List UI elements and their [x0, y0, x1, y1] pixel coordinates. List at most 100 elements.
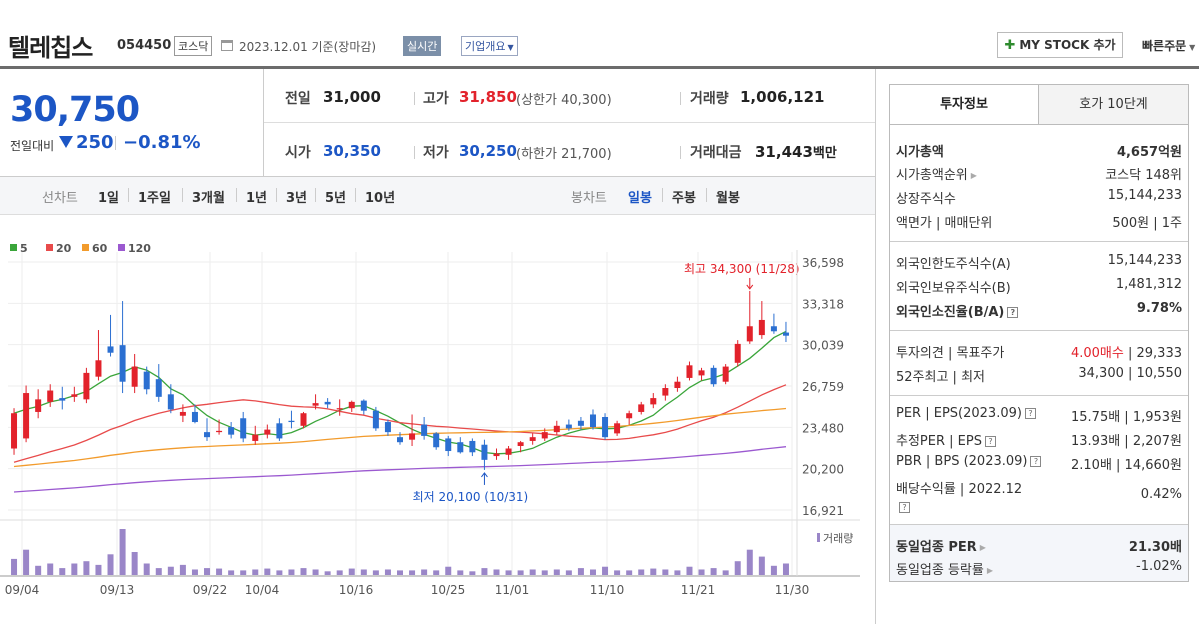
- volume-bar: [372, 570, 379, 575]
- candle-body: [710, 367, 717, 385]
- period-3y[interactable]: 3년: [286, 191, 308, 206]
- help-icon[interactable]: ?: [1030, 456, 1042, 467]
- quick-order-button[interactable]: 빠른주문 ▼: [1142, 37, 1195, 54]
- separator: [236, 188, 237, 202]
- change-label: 전일대비: [10, 139, 55, 153]
- info-row-shares: 상장주식수 15,144,233: [896, 188, 1182, 210]
- chart-legend: 5 20 60 120: [10, 242, 151, 255]
- volume-bar: [493, 569, 500, 575]
- info-label[interactable]: 시가총액순위 ▶: [896, 164, 977, 183]
- candle-body: [505, 448, 512, 455]
- info-value: 15,144,233: [1107, 188, 1182, 203]
- price-summary: [0, 69, 875, 177]
- volume-bar: [529, 569, 536, 575]
- info-label[interactable]: 동일업종 PER ▶: [896, 536, 986, 555]
- help-icon[interactable]: ?: [984, 436, 996, 447]
- per-label: PER | EPS(2023.09): [896, 406, 1022, 421]
- period-1w[interactable]: 1주일: [138, 191, 171, 206]
- period-1y[interactable]: 1년: [246, 191, 268, 206]
- period-5y[interactable]: 5년: [325, 191, 347, 206]
- info-label[interactable]: 동일업종 등락률 ▶: [896, 559, 993, 578]
- candles: [11, 290, 789, 470]
- annotation-high: 최고 34,300 (11/28): [684, 262, 800, 276]
- info-value: 15.75배 | 1,953원: [1071, 410, 1182, 425]
- target-price: | 29,333: [1128, 346, 1182, 361]
- volume-bar: [517, 570, 524, 575]
- candle-body: [650, 398, 657, 405]
- company-overview-dropdown[interactable]: 기업개요 ▼: [461, 36, 518, 56]
- help-icon[interactable]: ?: [1024, 408, 1036, 419]
- candle-body: [445, 438, 452, 452]
- x-tick-label: 09/22: [193, 583, 228, 597]
- help-icon[interactable]: ?: [899, 500, 910, 515]
- period-weekly[interactable]: 주봉: [672, 191, 696, 206]
- period-daily[interactable]: 일봉: [628, 191, 652, 206]
- info-value: 4,657억원: [1117, 141, 1182, 160]
- candle-body: [565, 424, 572, 429]
- info-divider: [890, 241, 1188, 242]
- x-tick-label: 10/16: [339, 583, 374, 597]
- volume-bar: [650, 568, 657, 575]
- candle-body: [722, 366, 729, 382]
- current-price: 30,750: [10, 90, 140, 130]
- amount-unit: 백만: [812, 146, 837, 161]
- volume-bar: [710, 568, 717, 575]
- period-3m[interactable]: 3개월: [192, 191, 225, 206]
- volume-bar: [469, 571, 476, 575]
- info-label: 외국인보유주식수(B): [896, 281, 1011, 296]
- opinion-value: 4.00매수: [1070, 346, 1124, 361]
- est-per-label: 추정PER | EPS: [896, 434, 982, 449]
- volume-bar: [722, 570, 729, 575]
- volume-bar: [445, 566, 452, 575]
- candle-body: [228, 427, 235, 435]
- lower-limit: (하한가 21,700): [516, 147, 612, 162]
- volume-bar: [131, 552, 138, 575]
- volume-bar: [686, 566, 693, 575]
- candle-body: [276, 423, 283, 439]
- candle-body: [529, 437, 536, 441]
- add-mystock-button[interactable]: ✚ MY STOCK 추가: [997, 32, 1123, 58]
- market-badge: 코스닥: [174, 36, 213, 56]
- low-value: 30,250: [459, 142, 517, 160]
- candle-body: [336, 408, 343, 410]
- annotation-high-arrowhead: [746, 284, 754, 290]
- volume-bar: [565, 570, 572, 575]
- x-tick-label: 11/01: [495, 583, 530, 597]
- realtime-button[interactable]: 실시간: [403, 36, 442, 56]
- info-row-dividend: 0.42%: [896, 487, 1182, 509]
- info-row-est-per: 추정PER | EPS? 13.93배 | 2,207원: [896, 430, 1182, 452]
- legend-swatch: [118, 244, 125, 251]
- chevron-right-icon: ▶: [979, 543, 986, 552]
- chevron-right-icon: ▶: [986, 566, 994, 575]
- legend-label: 120: [128, 242, 151, 255]
- moving-average-lines: [13, 330, 787, 493]
- volume-bar: [541, 570, 548, 575]
- info-row-foreign-limit: 외국인한도주식수(A) 15,144,233: [896, 253, 1182, 275]
- info-row-foreign-hold: 외국인보유주식수(B) 1,481,312: [896, 277, 1182, 299]
- volume-bar: [107, 554, 114, 575]
- volume-bar: [674, 570, 681, 575]
- candle-body: [360, 400, 367, 411]
- volume-bar: [384, 569, 391, 575]
- candle-body: [602, 416, 609, 438]
- volume-bar: [734, 561, 741, 575]
- info-row-dividend-label: 배당수익률 | 2022.12: [896, 478, 1182, 500]
- tab-hoga-10[interactable]: 호가 10단계: [1038, 84, 1189, 125]
- prev-close-value: 31,000: [323, 88, 381, 106]
- y-tick-label: 30,039: [802, 339, 844, 353]
- volume-value: 1,006,121: [740, 88, 825, 106]
- info-value: 21.30배: [1128, 540, 1182, 555]
- candle-body: [746, 326, 753, 342]
- separator: [128, 188, 129, 202]
- period-monthly[interactable]: 월봉: [716, 191, 740, 206]
- stock-name: 텔레칩스: [8, 34, 93, 62]
- volume-bar: [252, 569, 259, 575]
- stock-chart[interactable]: 5 20 60 120 최고 34,300 (11/28) 최저 20,100 (10/…: [0, 230, 870, 610]
- volume-bar: [59, 568, 66, 575]
- period-10y[interactable]: 10년: [365, 191, 396, 206]
- volume-bar: [553, 569, 560, 575]
- help-icon[interactable]: ?: [1007, 307, 1019, 318]
- period-1d[interactable]: 1일: [98, 191, 120, 206]
- tab-investment-info[interactable]: 투자정보: [889, 84, 1039, 125]
- info-value: 13.93배 | 2,207원: [1071, 434, 1182, 449]
